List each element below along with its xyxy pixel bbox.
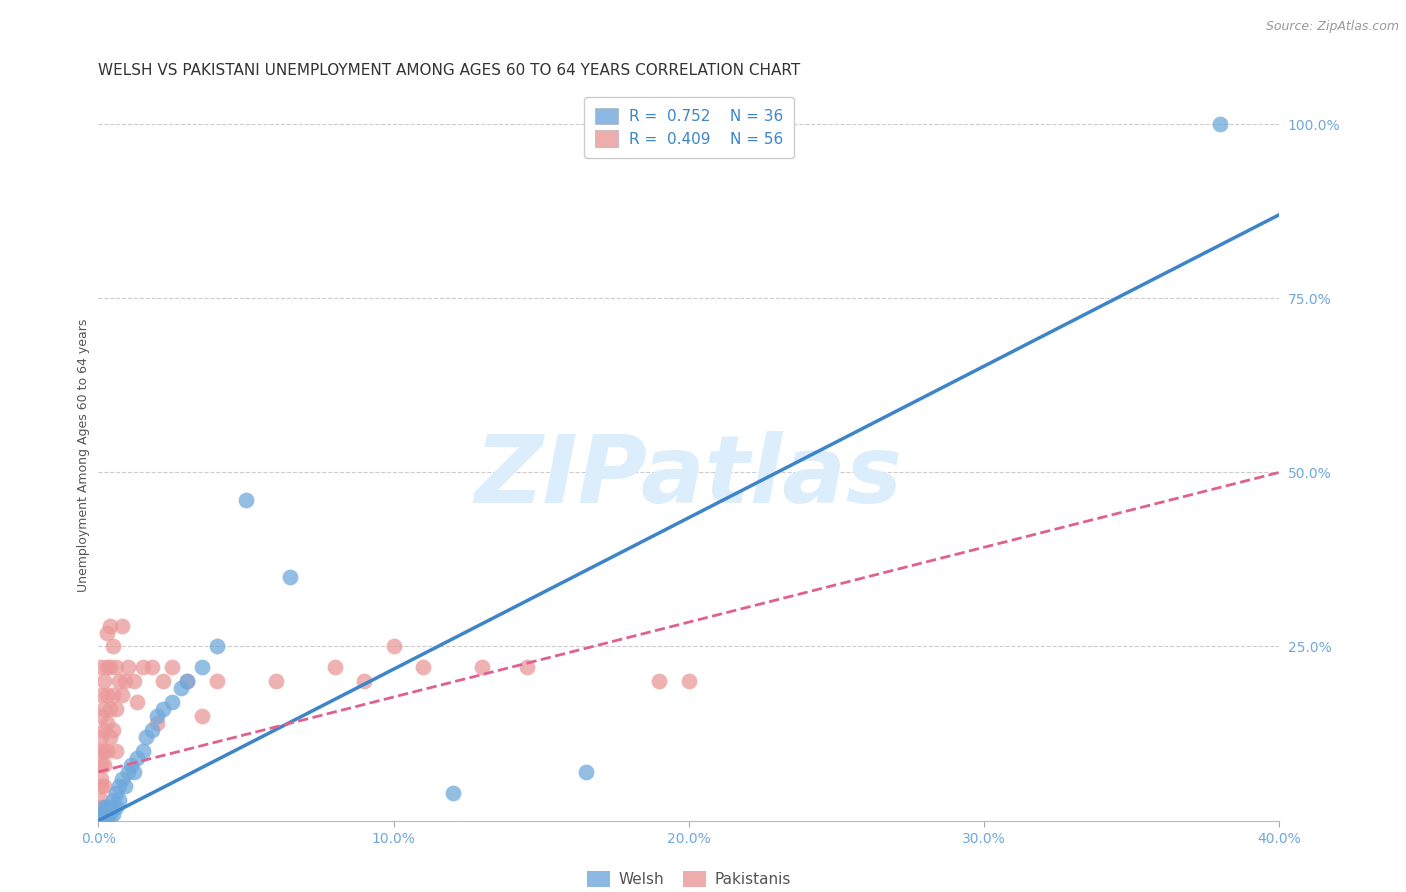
- Point: [90, 810, 112, 824]
- Text: WELSH VS PAKISTANI UNEMPLOYMENT AMONG AGES 60 TO 64 YEARS CORRELATION CHART: WELSH VS PAKISTANI UNEMPLOYMENT AMONG AG…: [98, 63, 800, 78]
- Point: [648, 674, 671, 689]
- Point: [103, 806, 125, 821]
- Point: [111, 688, 134, 702]
- Point: [90, 799, 112, 814]
- Point: [105, 702, 128, 716]
- Point: [114, 779, 136, 793]
- Point: [96, 660, 118, 674]
- Point: [353, 674, 375, 689]
- Text: ZIPatlas: ZIPatlas: [475, 431, 903, 523]
- Point: [98, 660, 121, 674]
- Point: [132, 744, 155, 758]
- Point: [1209, 117, 1232, 131]
- Point: [162, 695, 183, 709]
- Point: [103, 640, 125, 654]
- Point: [264, 674, 287, 689]
- Point: [96, 799, 118, 814]
- Point: [471, 660, 494, 674]
- Point: [205, 640, 228, 654]
- Point: [122, 764, 145, 779]
- Point: [146, 709, 169, 723]
- Point: [103, 688, 125, 702]
- Point: [93, 806, 115, 821]
- Point: [122, 674, 145, 689]
- Point: [152, 702, 174, 716]
- Point: [191, 660, 214, 674]
- Point: [90, 779, 112, 793]
- Point: [105, 786, 128, 800]
- Point: [108, 779, 131, 793]
- Point: [98, 702, 121, 716]
- Point: [191, 709, 214, 723]
- Point: [90, 758, 112, 772]
- Point: [132, 660, 155, 674]
- Point: [382, 640, 405, 654]
- Point: [162, 660, 183, 674]
- Point: [90, 806, 112, 821]
- Point: [90, 806, 112, 821]
- Point: [278, 570, 302, 584]
- Y-axis label: Unemployment Among Ages 60 to 64 years: Unemployment Among Ages 60 to 64 years: [77, 318, 90, 591]
- Point: [141, 723, 163, 737]
- Point: [103, 793, 125, 807]
- Point: [90, 709, 112, 723]
- Point: [96, 716, 118, 731]
- Point: [323, 660, 346, 674]
- Point: [170, 681, 193, 696]
- Point: [105, 799, 128, 814]
- Point: [93, 723, 115, 737]
- Point: [93, 674, 115, 689]
- Point: [117, 660, 139, 674]
- Point: [176, 674, 198, 689]
- Point: [98, 618, 121, 632]
- Point: [111, 618, 134, 632]
- Point: [441, 786, 464, 800]
- Point: [90, 688, 112, 702]
- Point: [412, 660, 434, 674]
- Point: [114, 674, 136, 689]
- Point: [120, 758, 142, 772]
- Point: [103, 723, 125, 737]
- Legend: Welsh, Pakistanis: Welsh, Pakistanis: [581, 864, 797, 892]
- Point: [98, 806, 121, 821]
- Point: [90, 744, 112, 758]
- Point: [515, 660, 537, 674]
- Point: [90, 793, 112, 807]
- Point: [108, 674, 131, 689]
- Point: [205, 674, 228, 689]
- Point: [125, 695, 148, 709]
- Point: [93, 758, 115, 772]
- Point: [111, 772, 134, 786]
- Point: [90, 772, 112, 786]
- Point: [574, 764, 596, 779]
- Point: [93, 744, 115, 758]
- Point: [98, 799, 121, 814]
- Point: [93, 702, 115, 716]
- Point: [117, 764, 139, 779]
- Point: [146, 716, 169, 731]
- Text: Source: ZipAtlas.com: Source: ZipAtlas.com: [1265, 20, 1399, 33]
- Point: [125, 751, 148, 765]
- Point: [90, 660, 112, 674]
- Point: [90, 730, 112, 744]
- Point: [108, 793, 131, 807]
- Point: [235, 493, 257, 508]
- Point: [93, 779, 115, 793]
- Point: [96, 625, 118, 640]
- Point: [678, 674, 700, 689]
- Point: [96, 806, 118, 821]
- Point: [105, 744, 128, 758]
- Point: [105, 660, 128, 674]
- Point: [135, 730, 157, 744]
- Point: [98, 730, 121, 744]
- Point: [96, 744, 118, 758]
- Point: [176, 674, 198, 689]
- Point: [96, 810, 118, 824]
- Point: [152, 674, 174, 689]
- Point: [96, 688, 118, 702]
- Point: [141, 660, 163, 674]
- Point: [93, 799, 115, 814]
